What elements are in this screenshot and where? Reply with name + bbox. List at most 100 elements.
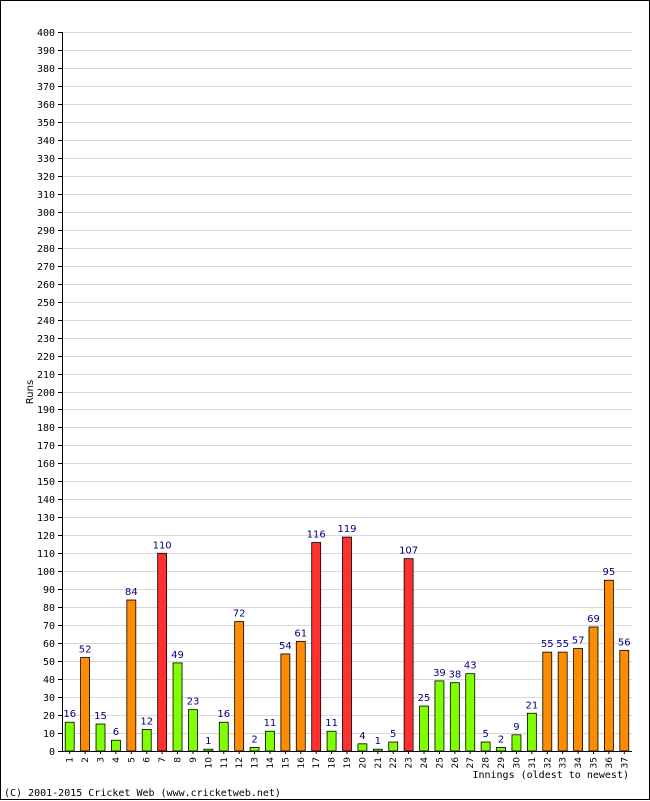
data-label: 49 [171,650,184,661]
y-tick-label: 10 [43,729,55,740]
bar [419,705,429,752]
bar [465,673,476,752]
bar [64,721,75,752]
y-tick-label: 0 [49,747,55,758]
bar [588,626,599,752]
x-tick-label: 7 [158,757,168,763]
bar [619,649,630,752]
data-label: 38 [448,670,461,681]
bar [496,747,506,752]
data-label: 4 [359,731,365,742]
y-tick-label: 200 [37,388,55,399]
bar [80,657,91,752]
data-label: 52 [79,645,92,656]
x-tick-label: 13 [251,757,261,768]
y-tick-label: 160 [37,459,55,470]
y-tick-label: 190 [37,405,55,416]
y-tick-label: 120 [37,531,55,542]
data-label: 15 [94,711,107,722]
x-tick-label: 25 [435,757,445,768]
bar [449,682,460,752]
bar [126,599,137,752]
data-label: 61 [294,628,307,639]
data-label: 12 [140,716,153,727]
data-label: 5 [390,729,396,740]
data-label: 107 [399,546,418,557]
y-tick-label: 240 [37,316,55,327]
data-label: 25 [418,693,431,704]
y-tick-label: 150 [37,477,55,488]
y-tick-label: 300 [37,208,55,219]
bar [172,662,183,752]
x-tick-label: 2 [81,757,91,763]
x-axis-label: Innings (oldest to newest) [472,770,629,781]
y-tick-label: 400 [37,28,55,39]
x-tick-label: 21 [374,757,384,768]
bar [203,748,214,752]
data-label: 56 [618,637,631,648]
data-label: 2 [251,734,257,745]
data-label: 95 [603,567,616,578]
x-tick-label: 17 [312,757,322,768]
x-tick-label: 5 [127,757,137,763]
y-tick-label: 310 [37,190,55,201]
y-tick-label: 170 [37,441,55,452]
x-tick-label: 23 [405,757,415,768]
data-label: 11 [264,718,277,729]
bar [434,680,445,752]
bar [111,739,121,752]
x-tick-label: 32 [543,757,553,768]
y-tick-label: 390 [37,46,55,57]
data-label: 11 [325,718,338,729]
bar [388,741,399,752]
y-tick-label: 20 [43,711,55,722]
x-tick-label: 26 [451,757,461,769]
data-label: 1 [205,736,211,747]
y-tick-label: 140 [37,495,55,506]
bar [403,558,414,752]
x-tick-label: 14 [266,757,276,769]
x-tick-label: 31 [528,757,538,768]
bar [480,741,491,752]
y-tick-label: 360 [37,100,55,111]
x-tick-label: 6 [143,757,153,763]
bar [249,747,260,752]
y-tick-label: 350 [37,118,55,129]
bar [95,723,106,752]
y-tick-label: 90 [43,585,55,596]
bar [557,651,568,752]
x-tick-label: 24 [420,757,430,769]
data-label: 43 [464,661,477,672]
bar [234,621,245,752]
data-label: 57 [572,636,585,647]
y-tick-label: 30 [43,693,55,704]
data-label: 84 [125,587,138,598]
bar [573,648,583,752]
bar [603,579,614,752]
x-tick-label: 28 [482,757,492,769]
data-label: 2 [498,734,504,745]
y-tick-label: 320 [37,172,55,183]
data-label: 23 [187,697,200,708]
data-label: 119 [337,524,356,535]
bar [311,542,322,752]
x-tick-label: 11 [220,757,230,768]
data-label: 55 [556,639,569,650]
data-label: 72 [233,609,246,620]
x-tick-label: 27 [466,757,476,768]
x-tick-label: 18 [328,757,338,769]
x-tick-label: 19 [343,757,353,769]
data-label: 16 [63,709,76,720]
data-label: 55 [541,639,554,650]
y-axis-label: Runs [25,380,36,404]
y-tick-label: 50 [43,657,55,668]
y-tick-label: 80 [43,603,55,614]
x-tick-label: 3 [97,757,107,763]
data-label: 54 [279,641,292,652]
copyright-footer: (C) 2001-2015 Cricket Web (www.cricketwe… [4,788,281,799]
bar [295,640,306,752]
y-tick-label: 70 [43,621,55,632]
y-tick-label: 330 [37,154,55,165]
